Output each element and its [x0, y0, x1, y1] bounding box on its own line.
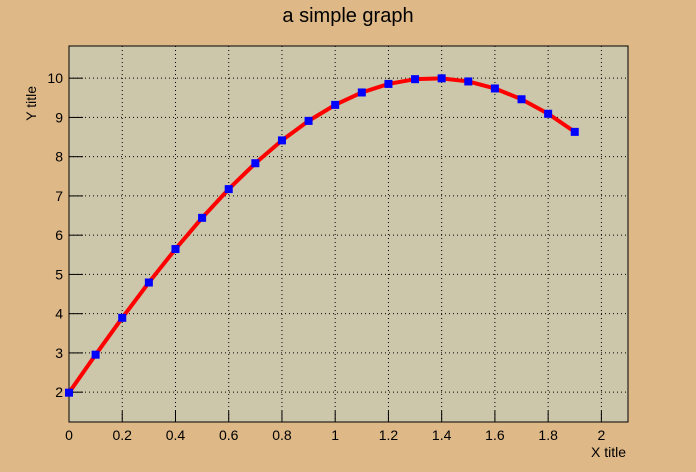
data-point: [411, 75, 420, 84]
data-point: [304, 116, 313, 125]
plot-layer: 0 0.2 0.4 0.6 0.8 1 1.2 1.4 1.6 1.8 2 2 3 4 5 6 7 8 9 10: [47, 46, 628, 443]
data-point: [570, 127, 579, 136]
data-point: [144, 278, 153, 287]
y-tick-label: 8: [55, 149, 63, 165]
data-point: [224, 185, 233, 194]
data-point: [171, 245, 180, 254]
x-tick-label: 1.4: [432, 427, 452, 443]
y-tick-label: 6: [55, 227, 63, 243]
data-point: [65, 388, 73, 397]
x-tick-label: 1.6: [485, 427, 505, 443]
x-tick-label: 1.2: [379, 427, 399, 443]
x-tick-label: 0: [65, 427, 73, 443]
x-tick-label: 0.8: [272, 427, 292, 443]
data-point: [198, 213, 207, 222]
data-line: [67, 76, 576, 394]
y-tick-label: 3: [55, 345, 63, 361]
x-tick-label: 1.8: [538, 427, 558, 443]
plot-frame: [68, 45, 629, 423]
y-tick-label: 4: [55, 306, 63, 322]
data-point: [357, 88, 366, 97]
y-tick-label: 5: [55, 266, 63, 282]
data-point: [118, 313, 127, 322]
chart-title: a simple graph: [282, 5, 413, 27]
data-point: [91, 350, 100, 359]
x-tick-label: 0.2: [113, 427, 133, 443]
y-tick-label: 10: [47, 70, 63, 86]
data-point: [331, 100, 340, 109]
data-point: [384, 79, 393, 88]
x-tick-label: 1: [331, 427, 339, 443]
x-tick-label: 0.4: [166, 427, 186, 443]
x-tick-label: 2: [597, 427, 605, 443]
y-tick-label: 2: [55, 384, 63, 400]
y-tick-label: 9: [55, 109, 63, 125]
data-point: [437, 74, 446, 83]
x-axis-title: X title: [591, 444, 626, 460]
data-point: [251, 159, 260, 168]
data-point: [490, 84, 499, 93]
data-point: [517, 95, 526, 104]
data-point: [544, 109, 553, 118]
y-tick-label: 7: [55, 188, 63, 204]
data-point: [277, 136, 286, 145]
data-point: [464, 77, 473, 86]
y-axis-title: Y title: [23, 86, 39, 121]
x-tick-label: 0.6: [219, 427, 239, 443]
